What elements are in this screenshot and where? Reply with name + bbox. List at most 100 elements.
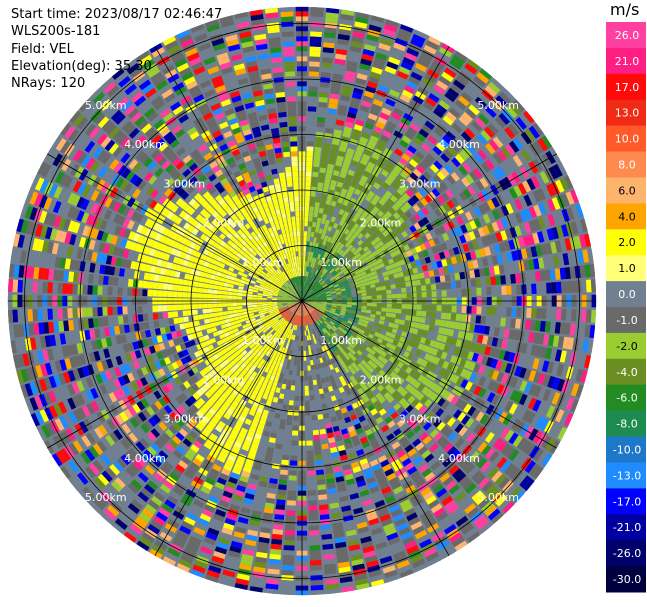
velocity-cell	[430, 112, 442, 123]
velocity-cell	[355, 119, 365, 127]
velocity-cell	[336, 213, 343, 220]
velocity-cell	[337, 270, 343, 276]
velocity-cell	[487, 211, 496, 222]
velocity-cell	[308, 380, 313, 386]
velocity-cell	[312, 221, 317, 228]
velocity-cell	[549, 321, 556, 334]
velocity-cell	[340, 13, 354, 21]
velocity-cell	[334, 218, 341, 225]
velocity-cell	[350, 133, 360, 141]
velocity-cell	[518, 223, 527, 235]
velocity-cell	[399, 24, 414, 33]
velocity-cell	[486, 199, 496, 210]
velocity-cell	[374, 236, 381, 243]
velocity-cell	[504, 189, 514, 202]
velocity-cell	[555, 179, 565, 193]
velocity-cell	[514, 198, 524, 211]
velocity-cell	[314, 454, 323, 461]
velocity-cell	[282, 555, 295, 561]
velocity-cell	[469, 208, 478, 219]
velocity-cell	[551, 226, 560, 240]
velocity-cell	[410, 140, 420, 150]
velocity-cell	[312, 287, 318, 292]
velocity-cell	[427, 135, 438, 145]
velocity-cell	[355, 77, 367, 86]
velocity-cell	[361, 252, 368, 259]
velocity-cell	[274, 509, 285, 515]
velocity-cell	[342, 131, 351, 138]
velocity-cell	[316, 296, 322, 299]
velocity-cell	[384, 190, 393, 199]
velocity-cell	[312, 274, 317, 279]
velocity-cell	[585, 309, 592, 323]
velocity-cell	[516, 307, 522, 318]
velocity-cell	[450, 83, 463, 95]
velocity-cell	[401, 252, 408, 259]
velocity-cell	[344, 195, 351, 202]
velocity-cell	[546, 282, 552, 294]
velocity-cell	[554, 240, 563, 253]
velocity-cell	[318, 249, 323, 255]
velocity-cell	[315, 136, 323, 143]
velocity-cell	[436, 156, 447, 167]
velocity-cell	[373, 126, 383, 134]
velocity-cell	[322, 213, 328, 220]
velocity-cell	[350, 227, 357, 234]
velocity-cell	[307, 282, 311, 288]
velocity-cell	[352, 155, 361, 163]
velocity-cell	[453, 183, 463, 193]
velocity-cell	[481, 287, 487, 296]
velocity-cell	[309, 530, 320, 536]
velocity-cell	[566, 309, 572, 321]
velocity-cell	[335, 119, 345, 126]
velocity-cell	[376, 290, 382, 295]
velocity-cell	[327, 236, 332, 243]
velocity-cell	[307, 480, 316, 486]
velocity-cell	[308, 96, 318, 102]
velocity-cell	[473, 136, 484, 148]
velocity-cell	[471, 120, 483, 132]
velocity-cell	[278, 484, 287, 491]
velocity-cell	[366, 34, 379, 42]
velocity-cell	[450, 197, 460, 207]
velocity-cell	[590, 309, 596, 323]
velocity-cell	[474, 249, 482, 259]
velocity-cell	[302, 291, 305, 297]
velocity-cell	[319, 428, 326, 435]
velocity-cell	[283, 545, 295, 551]
velocity-cell	[381, 182, 390, 190]
velocity-cell	[308, 283, 312, 288]
velocity-cell	[335, 275, 341, 280]
velocity-cell	[354, 270, 361, 275]
velocity-cell	[495, 317, 502, 327]
velocity-cell	[460, 213, 469, 223]
velocity-cell	[351, 92, 363, 100]
velocity-cell	[308, 290, 313, 295]
velocity-cell	[500, 163, 511, 175]
velocity-cell	[305, 281, 308, 287]
velocity-cell	[314, 281, 319, 286]
velocity-cell	[433, 268, 440, 276]
velocity-cell	[570, 205, 580, 219]
velocity-cell	[457, 180, 467, 190]
velocity-cell	[338, 263, 344, 269]
velocity-cell	[312, 242, 316, 248]
velocity-cell	[315, 227, 320, 233]
velocity-cell	[332, 257, 338, 263]
velocity-cell	[393, 228, 401, 236]
velocity-cell	[330, 216, 336, 223]
velocity-cell	[505, 203, 514, 215]
velocity-cell	[548, 166, 559, 180]
velocity-cell	[385, 234, 393, 242]
velocity-cell	[341, 297, 347, 300]
velocity-cell	[330, 179, 337, 186]
velocity-cell	[461, 111, 474, 123]
velocity-cell	[283, 540, 295, 546]
velocity-cell	[561, 281, 567, 294]
velocity-cell	[471, 182, 481, 194]
velocity-cell	[304, 370, 308, 376]
velocity-cell	[389, 279, 396, 285]
velocity-cell	[364, 39, 378, 47]
velocity-cell	[304, 281, 306, 287]
velocity-cell	[303, 291, 305, 297]
